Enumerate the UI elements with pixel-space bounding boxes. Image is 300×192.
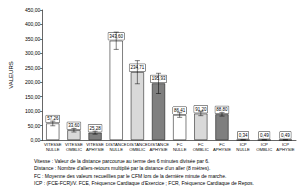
svg-text:ICP: ICP <box>281 142 289 147</box>
svg-text:NULLE: NULLE <box>173 147 187 152</box>
svg-text:OMBLIC: OMBLIC <box>66 147 82 152</box>
svg-text:200,00: 200,00 <box>25 79 41 85</box>
svg-text:FC: FC <box>198 142 204 147</box>
svg-text:VITESSE: VITESSE <box>86 142 104 147</box>
svg-text:150,00: 150,00 <box>25 94 41 100</box>
svg-text:50,00: 50,00 <box>28 123 41 129</box>
svg-text:ICP: ICP <box>260 142 268 147</box>
svg-text:25,28: 25,28 <box>89 126 101 131</box>
svg-text:343,60: 343,60 <box>109 33 124 39</box>
svg-text:OMBLIC: OMBLIC <box>129 147 145 152</box>
svg-text:VITESSE: VITESSE <box>43 142 62 147</box>
svg-text:195,93: 195,93 <box>151 76 166 82</box>
svg-text:33,60: 33,60 <box>68 123 80 128</box>
svg-text:VITESSE: VITESSE <box>65 142 83 147</box>
svg-text:APHYSIE: APHYSIE <box>213 147 231 152</box>
svg-text:300,00: 300,00 <box>25 50 41 56</box>
svg-text:NULLE: NULLE <box>236 147 250 152</box>
svg-text:VALEURS: VALEURS <box>8 61 14 89</box>
svg-text:100,00: 100,00 <box>25 108 41 114</box>
svg-text:0,00: 0,00 <box>30 137 40 143</box>
svg-text:DISTANCE: DISTANCE <box>105 142 127 147</box>
svg-text:400,00: 400,00 <box>25 21 41 27</box>
svg-text:57,26: 57,26 <box>47 116 59 121</box>
svg-text:Distance : Nombre d'allers-ret: Distance : Nombre d'allers-retours multi… <box>34 165 210 171</box>
svg-text:NULLE: NULLE <box>109 147 123 152</box>
svg-text:350,00: 350,00 <box>25 36 41 42</box>
svg-text:ICP : (FCE-FCR)/V. FCE, Fréque: ICP : (FCE-FCR)/V. FCE, Fréquence Cardia… <box>34 180 254 186</box>
svg-text:OMBLIC: OMBLIC <box>193 147 209 152</box>
svg-text:250,00: 250,00 <box>25 65 41 71</box>
svg-text:APHYSIE: APHYSIE <box>86 147 104 152</box>
svg-text:FC : Moyenne des valeurs recue: FC : Moyenne des valeurs recueillies par… <box>34 173 226 179</box>
svg-text:FC: FC <box>176 142 183 147</box>
svg-text:234,71: 234,71 <box>130 65 145 71</box>
svg-text:APHYSIE: APHYSIE <box>149 147 167 152</box>
svg-text:88,80: 88,80 <box>216 107 228 112</box>
svg-text:0,34: 0,34 <box>239 133 248 138</box>
svg-text:ICP: ICP <box>239 142 247 147</box>
svg-text:OMBLIC: OMBLIC <box>256 147 272 152</box>
svg-text:86,41: 86,41 <box>174 108 186 113</box>
svg-text:NULLE: NULLE <box>46 147 60 152</box>
svg-text:DISTANCE: DISTANCE <box>148 142 169 147</box>
svg-text:0,49: 0,49 <box>260 133 269 138</box>
svg-text:Vitesse : Valeur de la distanc: Vitesse : Valeur de la distance parcouru… <box>34 158 209 164</box>
svg-text:0,49: 0,49 <box>281 133 290 138</box>
svg-text:91,20: 91,20 <box>195 107 207 112</box>
svg-text:FC: FC <box>219 142 225 147</box>
svg-text:APHYSIE: APHYSIE <box>276 147 294 152</box>
svg-text:DISTANCE: DISTANCE <box>126 142 148 147</box>
svg-text:450,00: 450,00 <box>25 7 41 13</box>
